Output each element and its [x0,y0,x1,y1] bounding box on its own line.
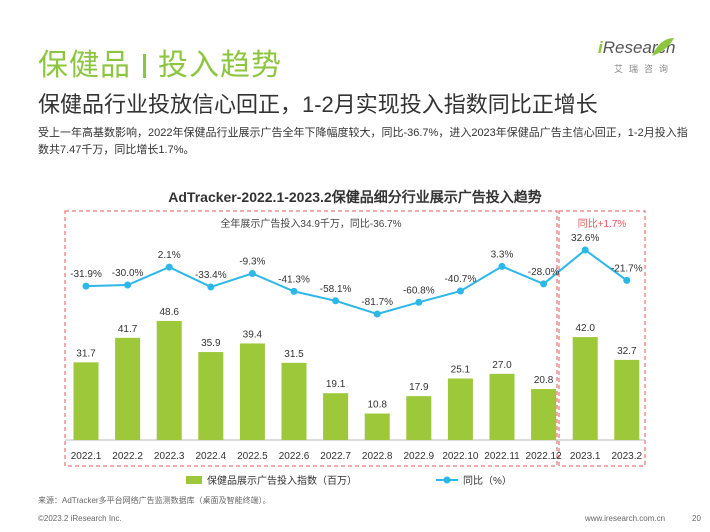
line-value-label: -21.7% [611,263,643,274]
bar [447,378,473,440]
legend-line-label: 同比（%） [463,475,512,487]
line-value-label: -81.7% [361,297,393,308]
x-tick-label: 2022.4 [196,451,227,462]
bar [115,337,141,440]
line-value-label: -40.7% [445,274,477,285]
bar-value-label: 31.7 [76,348,96,359]
line-point [290,287,298,295]
line-value-label: -9.3% [239,256,265,267]
bar [531,389,557,440]
line-point [415,298,423,306]
period-box-2022 [64,210,558,467]
x-tick-label: 2022.3 [154,451,185,462]
line-point [498,262,506,270]
line-point [540,280,548,288]
bar [73,362,99,440]
source-note: 来源：AdTracker多平台网络广告监测数据库（桌面及智能终端）。 [38,496,271,505]
bar [489,373,515,440]
line-point [623,276,631,284]
line-point [207,283,215,291]
line-value-label: 2.1% [158,250,181,261]
bar-value-label: 35.9 [201,338,221,349]
bar [198,352,224,440]
x-tick-label: 2022.9 [404,451,435,462]
line-point [248,269,256,277]
x-tick-label: 2022.11 [484,451,520,462]
footer-copyright: ©2023.2 iResearch Inc. [38,514,122,523]
bar [364,413,390,440]
page-number: 20 [692,514,701,523]
bar-value-label: 42.0 [575,323,595,334]
bar-value-label: 25.1 [451,365,471,376]
legend-line-marker [443,476,451,484]
line-value-label: -58.1% [320,284,352,295]
bar-value-label: 32.7 [617,346,637,357]
bar-value-label: 17.9 [409,382,429,393]
line-value-label: 3.3% [491,249,514,260]
line-value-label: -33.4% [195,270,227,281]
line-value-label: -30.0% [112,268,144,279]
series-line [85,248,628,316]
line-point [373,310,381,318]
footer-website: www.iresearch.com.cn [585,514,666,523]
bar [239,343,265,440]
x-tick-label: 2022.7 [320,451,351,462]
iresearch-logo: iResearch 艾瑞咨询 [584,36,684,86]
bar [572,337,598,440]
line-point [82,282,90,290]
line-value-label: -41.3% [278,274,310,285]
page-title: 保健品 投入趋势 [38,40,282,84]
bar-value-label: 31.5 [284,349,304,360]
line-value-label: -31.9% [70,269,102,280]
line-value-label: 32.6% [571,233,599,244]
legend-bar-label: 保健品展示广告投入指数（百万） [207,474,357,487]
page-subtitle: 保健品行业投放信心回正，1-2月实现投入指数同比正增长 [38,92,598,117]
page-title-topic: 保健品 [38,49,131,82]
line-point [124,281,132,289]
bar [156,320,182,440]
bar-value-label: 27.0 [492,360,512,371]
bar [323,393,349,440]
logo-cn-text: 艾瑞咨询 [614,64,675,74]
line-point [332,297,340,305]
bar [406,396,432,440]
line-point [165,263,173,271]
chart-title: AdTracker-2022.1-2023.2保健品细分行业展示广告投入趋势 [168,189,542,205]
x-tick-label: 2023.2 [612,451,643,462]
page-title-section: 投入趋势 [158,49,282,82]
x-tick-label: 2022.2 [112,451,143,462]
bar-value-label: 10.8 [367,400,387,411]
annotation-2022: 全年展示广告投入34.9千万，同比-36.7% [220,217,401,230]
line-value-label: -28.0% [528,267,560,278]
line-point [581,246,589,254]
line-point [456,287,464,295]
line-value-label: -60.8% [403,285,435,296]
x-tick-label: 2022.8 [362,451,393,462]
bar-value-label: 39.4 [243,329,263,340]
legend-bar-swatch [186,476,202,484]
bar [614,359,640,440]
x-tick-label: 2023.1 [570,451,601,462]
x-tick-label: 2022.5 [237,451,268,462]
annotation-2023: 同比+1.7% [578,218,627,230]
bar-value-label: 19.1 [326,379,346,390]
bar-value-label: 48.6 [159,307,179,318]
bar [281,362,307,440]
title-separator [143,54,146,78]
bar-value-label: 20.8 [534,375,554,386]
bar-value-label: 41.7 [118,324,138,335]
period-box-2023 [558,210,646,467]
x-tick-label: 2022.6 [279,451,310,462]
x-tick-label: 2022.10 [442,451,479,462]
page-description: 受上一年高基数影响，2022年保健品行业展示广告全年下降幅度较大，同比-36.7… [38,127,688,156]
x-tick-label: 2022.12 [526,451,563,462]
logo-leaf-icon [652,38,674,56]
x-tick-label: 2022.1 [71,451,102,462]
